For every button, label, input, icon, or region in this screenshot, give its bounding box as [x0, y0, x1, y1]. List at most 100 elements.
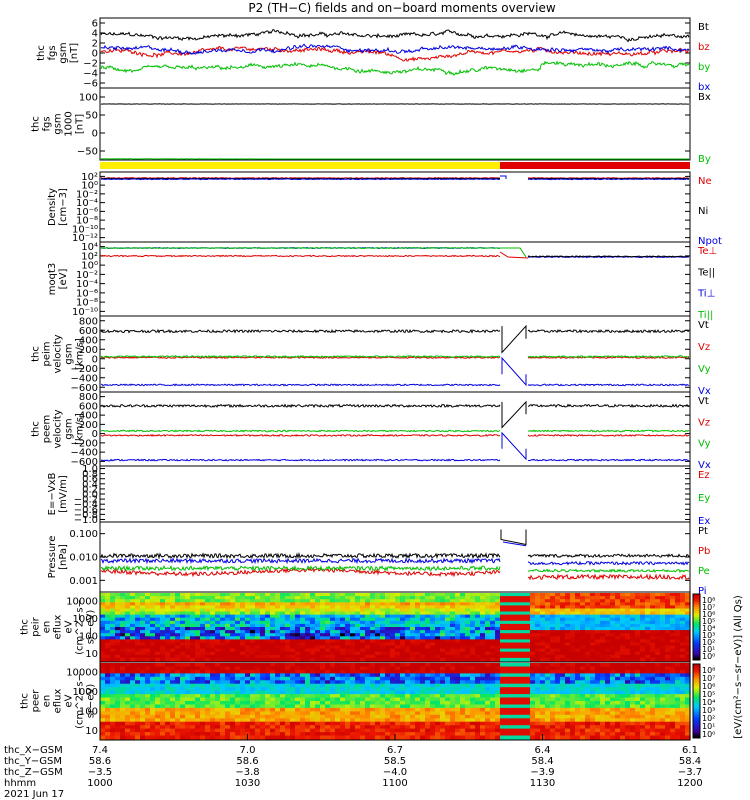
spectro-cell — [270, 718, 276, 723]
spectro-cell — [105, 732, 111, 737]
spectro-cell — [315, 687, 321, 692]
spectro-cell — [295, 633, 301, 637]
spectro-cell — [170, 651, 176, 656]
spectro-cell — [215, 663, 221, 668]
spectro-cell — [560, 645, 566, 650]
spectro-cell — [435, 620, 441, 625]
spectro-cell — [560, 669, 566, 674]
spectro-cell — [205, 714, 211, 719]
spectro-cell — [435, 602, 441, 606]
spectro-cell — [165, 593, 171, 597]
spectro-cell — [480, 735, 486, 740]
spectro-cell — [310, 608, 316, 613]
spectro-cell — [285, 728, 291, 733]
spectro-cell — [200, 704, 206, 709]
spectro-cell — [490, 642, 496, 647]
spectro-cell — [285, 697, 291, 702]
spectro-cell — [545, 704, 551, 709]
spectro-cell — [195, 639, 201, 644]
spectro-cell — [545, 623, 551, 628]
spectro-cell — [380, 620, 386, 625]
spectro-cell — [390, 725, 396, 730]
spectro-cell — [370, 642, 376, 647]
spectro-cell — [160, 630, 166, 634]
spectro-cell — [425, 657, 431, 662]
ytick-label: −600 — [71, 383, 98, 394]
spectro-cell — [125, 714, 131, 719]
spectro-cell — [535, 608, 541, 613]
spectro-cell — [370, 676, 376, 681]
spectro-cell — [285, 669, 291, 674]
spectro-cell — [595, 623, 601, 628]
spectro-cell — [465, 620, 471, 625]
spectro-cell — [290, 599, 296, 603]
spectro-cell — [180, 704, 186, 709]
spectro-cell — [455, 642, 461, 647]
spectro-cell — [400, 654, 406, 659]
spectro-cell — [220, 676, 226, 681]
spectro-cell — [455, 633, 461, 637]
spectro-cell — [535, 725, 541, 730]
spectro-cell — [450, 707, 456, 712]
spectro-cell — [320, 669, 326, 674]
spectro-cell — [210, 732, 216, 737]
spectro-cell — [360, 663, 366, 668]
spectro-cell — [450, 673, 456, 678]
spectro-cell — [635, 648, 641, 653]
spectro-cell — [630, 651, 636, 656]
spectro-cell — [190, 683, 196, 688]
spectro-cell — [495, 630, 501, 634]
spectro-cell — [350, 714, 356, 719]
spectro-cell — [390, 735, 396, 740]
spectro-cell — [170, 687, 176, 692]
spectro-cell — [525, 676, 531, 681]
panel-frame — [99, 465, 691, 523]
spectro-cell — [360, 599, 366, 603]
spectro-cell — [485, 718, 491, 723]
spectro-cell — [225, 732, 231, 737]
spectro-cell — [410, 657, 416, 662]
spectro-cell — [220, 602, 226, 606]
spectro-cell — [625, 596, 631, 600]
spectro-cell — [455, 680, 461, 685]
spectro-cell — [565, 673, 571, 678]
spectro-cell — [395, 633, 401, 637]
spectro-cell — [520, 639, 526, 644]
y-axis-label: [eV] — [58, 269, 69, 290]
spectro-cell — [605, 608, 611, 613]
spectro-cell — [510, 605, 516, 610]
spectro-cell — [615, 605, 621, 610]
spectro-cell — [415, 735, 421, 740]
spectro-cell — [205, 593, 211, 597]
spectro-cell — [530, 657, 536, 662]
ytick-label: 200 — [79, 345, 98, 356]
spectro-cell — [130, 596, 136, 600]
spectro-cell — [145, 701, 151, 706]
spectro-cell — [130, 701, 136, 706]
spectro-cell — [540, 639, 546, 644]
spectro-cell — [290, 697, 296, 702]
spectro-cell — [495, 611, 501, 616]
series-green — [100, 354, 501, 359]
spectro-cell — [525, 680, 531, 685]
spectro-cell — [475, 732, 481, 737]
spectro-cell — [165, 654, 171, 659]
spectro-cell — [480, 605, 486, 610]
spectro-cell — [220, 645, 226, 650]
spectro-cell — [375, 680, 381, 685]
spectro-cell — [365, 680, 371, 685]
ytick-label: 10⁻⁴ — [76, 198, 98, 209]
spectro-cell — [535, 694, 541, 699]
spectro-cell — [305, 608, 311, 613]
spectro-cell — [445, 725, 451, 730]
spectro-cell — [210, 620, 216, 625]
spectro-cell — [125, 648, 131, 653]
spectro-cell — [345, 605, 351, 610]
spectro-cell — [310, 704, 316, 709]
spectro-cell — [585, 633, 591, 637]
spectro-cell — [355, 718, 361, 723]
spectro-cell — [415, 599, 421, 603]
ytick-label: 10⁻¹⁰ — [72, 224, 98, 235]
spectro-cell — [130, 704, 136, 709]
spectro-cell — [245, 611, 251, 616]
